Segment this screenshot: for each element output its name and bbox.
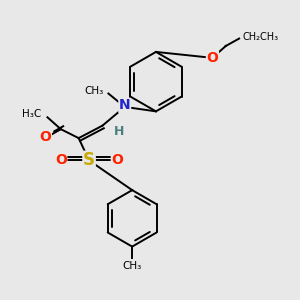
Text: O: O [111,153,123,167]
Text: H: H [114,125,124,138]
Text: O: O [55,153,67,167]
Text: CH₃: CH₃ [122,262,142,272]
Text: CH₃: CH₃ [85,85,104,96]
Text: CH₂CH₃: CH₂CH₃ [242,32,278,42]
Text: O: O [206,51,218,65]
Text: O: O [39,130,51,144]
Text: S: S [83,152,95,169]
Text: N: N [119,98,130,112]
Text: H₃C: H₃C [22,109,41,119]
